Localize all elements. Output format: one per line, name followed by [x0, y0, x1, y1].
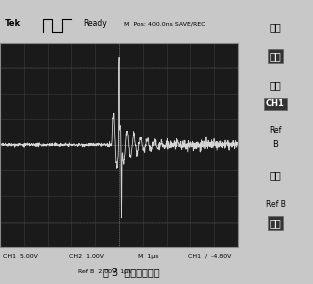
Text: B: B — [273, 140, 278, 149]
Text: Ref B  2.00V  1μs: Ref B 2.00V 1μs — [78, 269, 132, 273]
Text: CH1  /  -4.80V: CH1 / -4.80V — [188, 254, 231, 259]
Text: CH1  5.00V: CH1 5.00V — [3, 254, 38, 259]
Text: 信源: 信源 — [269, 80, 281, 90]
Text: 设置: 设置 — [269, 23, 281, 33]
Text: 图 3  干扰脉冲展宽: 图 3 干扰脉冲展宽 — [103, 268, 160, 278]
Text: CH1: CH1 — [266, 99, 285, 108]
Text: Tek: Tek — [5, 19, 21, 28]
Text: Ready: Ready — [83, 19, 107, 28]
Text: 储存: 储存 — [269, 170, 281, 181]
Text: Ref B: Ref B — [265, 200, 285, 209]
Text: 开启: 开启 — [269, 218, 281, 228]
Text: Ref: Ref — [269, 126, 282, 135]
Text: CH2  1.00V: CH2 1.00V — [69, 254, 104, 259]
Text: M  1μs: M 1μs — [138, 254, 158, 259]
Text: 波形: 波形 — [269, 51, 281, 61]
Text: M  Pos: 400.0ns SAVE/REC: M Pos: 400.0ns SAVE/REC — [124, 21, 205, 26]
